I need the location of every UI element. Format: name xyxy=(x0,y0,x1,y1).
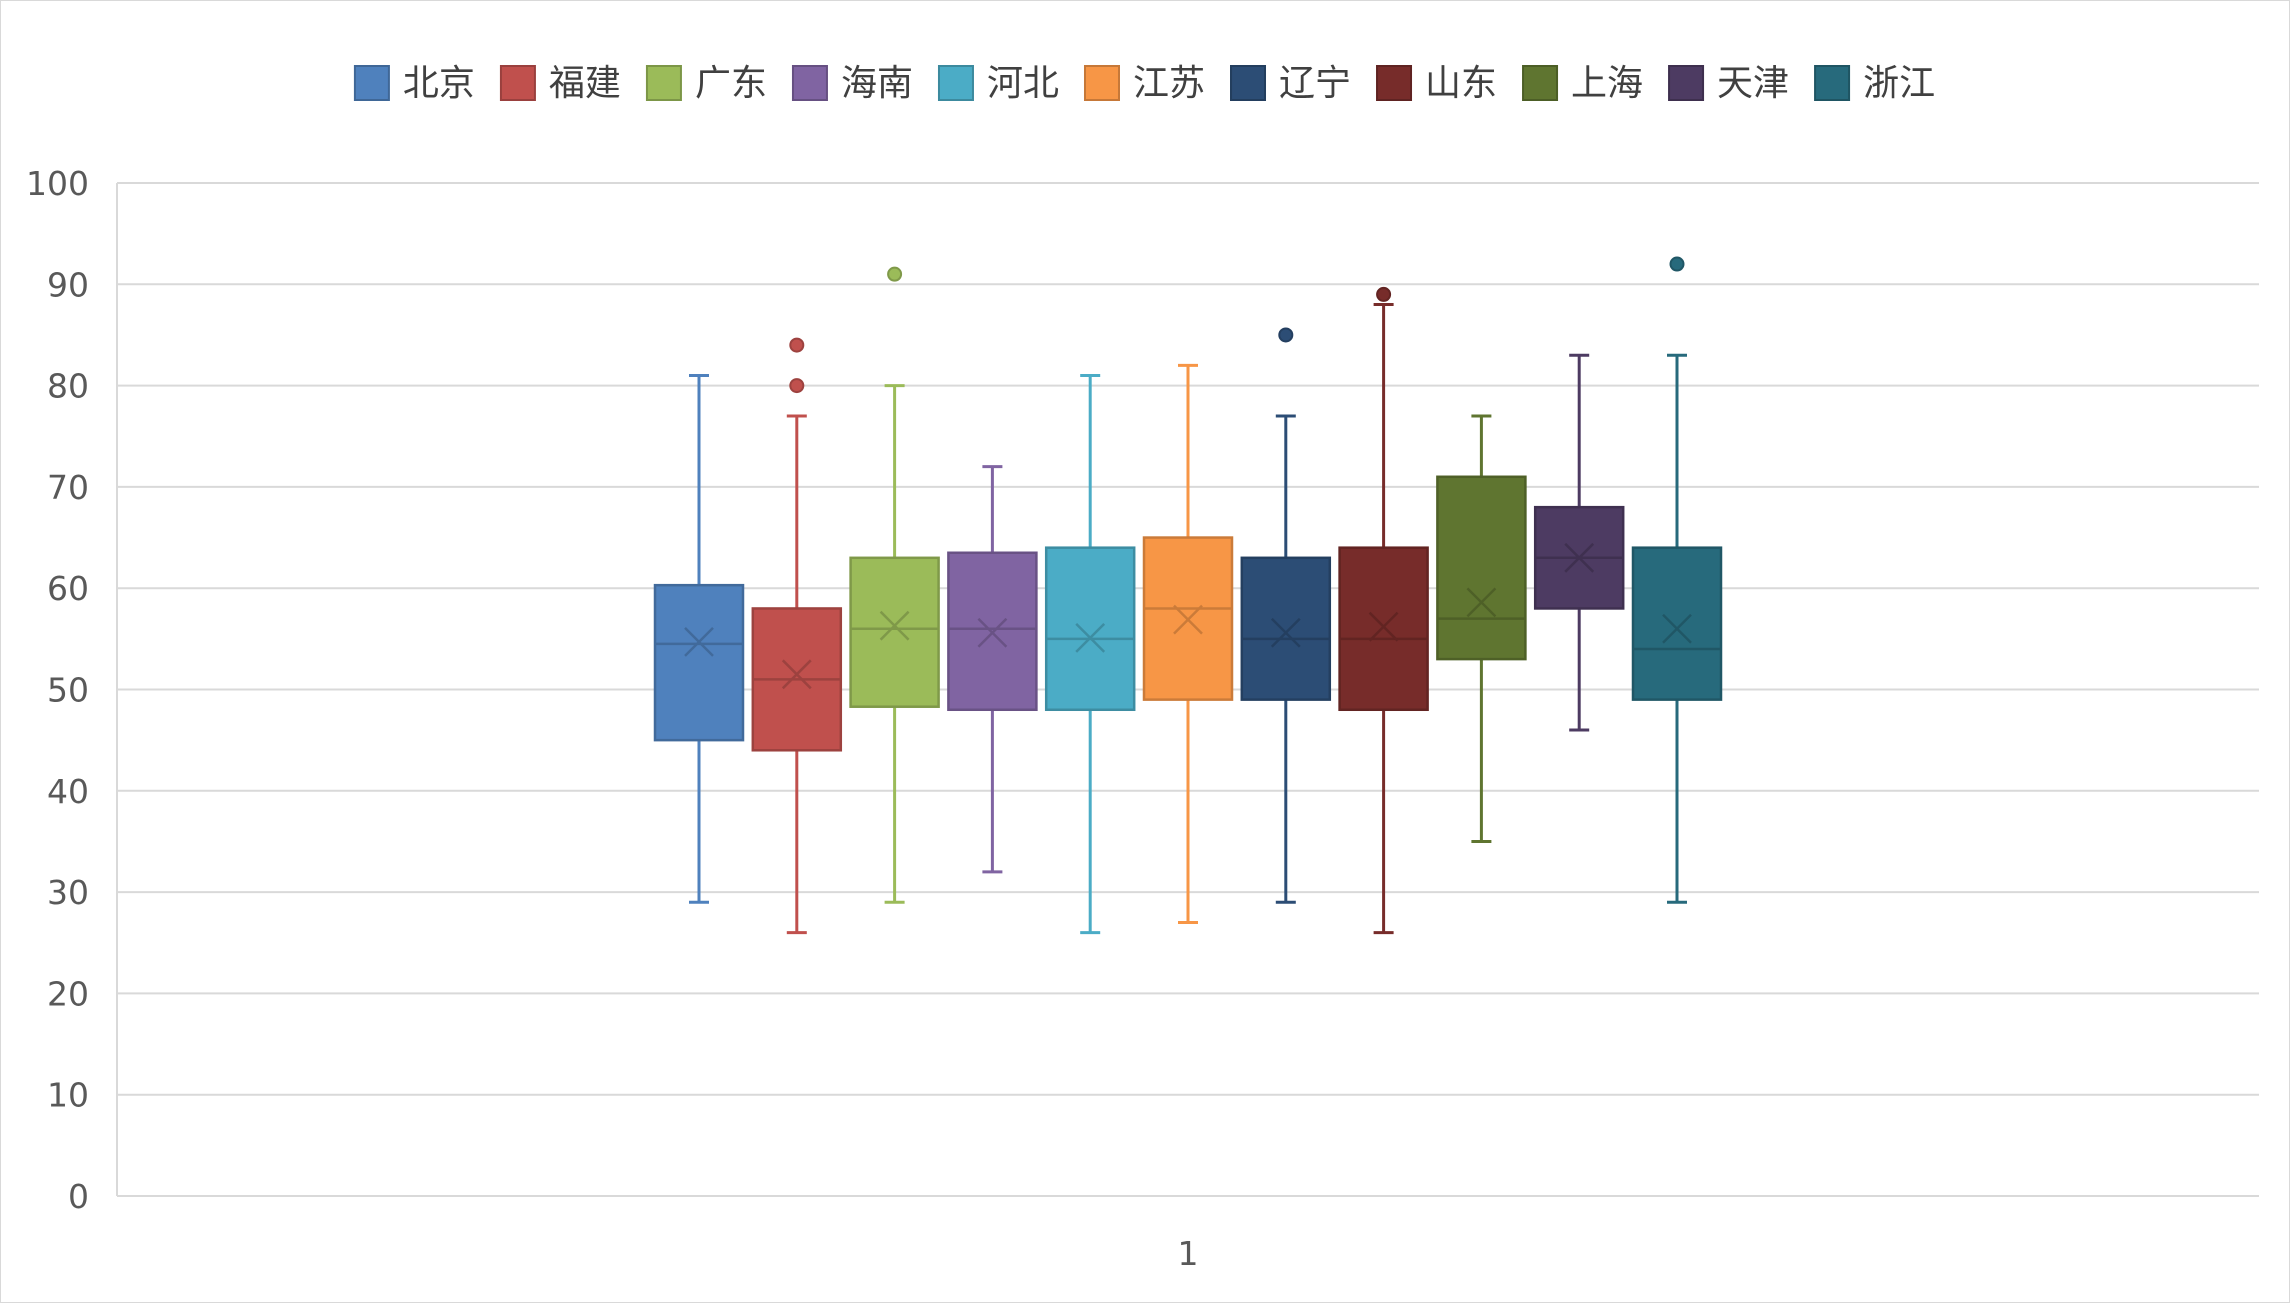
iqr-box xyxy=(653,583,745,742)
y-tick-label: 70 xyxy=(47,468,89,507)
mean-marker xyxy=(1368,611,1399,642)
legend-label: 天津 xyxy=(1717,63,1789,104)
y-tick-label: 90 xyxy=(47,265,89,304)
mean-marker xyxy=(1075,622,1106,653)
iqr-box xyxy=(1044,546,1136,712)
legend-swatch xyxy=(791,65,828,101)
mean-marker xyxy=(1173,604,1203,635)
y-tick-label: 10 xyxy=(47,1076,89,1115)
box-山东 xyxy=(1338,286,1429,935)
mean-marker xyxy=(977,617,1008,648)
y-tick-label: 60 xyxy=(47,569,89,608)
y-axis: 0 10 20 30 40 50 60 70 80 90 100 xyxy=(26,164,118,1216)
box-海南 xyxy=(947,465,1038,874)
mean-marker xyxy=(1270,617,1301,648)
outlier-point xyxy=(887,266,903,282)
iqr-box xyxy=(849,556,940,708)
legend-swatch xyxy=(645,65,682,101)
y-tick-label: 40 xyxy=(47,772,89,811)
y-tick-label: 80 xyxy=(47,367,89,406)
legend-label: 上海 xyxy=(1571,63,1643,104)
mean-marker xyxy=(1564,542,1595,573)
box-江苏 xyxy=(1142,363,1234,924)
legend-label: 广东 xyxy=(695,63,767,104)
legend-label: 海南 xyxy=(841,63,913,104)
iqr-box xyxy=(1436,475,1527,661)
box-福建 xyxy=(751,337,843,935)
y-tick-label: 20 xyxy=(47,974,89,1013)
mean-marker xyxy=(1662,613,1692,644)
outlier-point xyxy=(789,337,805,353)
outlier-point xyxy=(1669,256,1685,272)
box-辽宁 xyxy=(1240,327,1332,904)
legend-label: 福建 xyxy=(549,63,621,104)
legend-label: 辽宁 xyxy=(1279,63,1351,104)
box-天津 xyxy=(1533,353,1625,732)
legend-swatch xyxy=(499,65,536,101)
legend-label: 江苏 xyxy=(1133,63,1205,104)
legend-label: 浙江 xyxy=(1863,63,1935,104)
legend: 北京 福建 广东 海南 河北 江苏 辽宁 山东 上海 天津 浙江 xyxy=(353,63,1935,104)
y-tick-label: 50 xyxy=(47,671,89,710)
mean-marker xyxy=(684,627,714,657)
legend-swatch xyxy=(1668,65,1705,101)
iqr-box xyxy=(1142,536,1234,701)
legend-label: 北京 xyxy=(403,63,475,104)
y-tick-label: 100 xyxy=(26,164,89,203)
legend-swatch xyxy=(353,65,390,101)
legend-swatch xyxy=(1376,65,1413,101)
legend-swatch xyxy=(937,65,974,101)
x-category-label: 1 xyxy=(1178,1234,1199,1273)
box-广东 xyxy=(849,266,940,904)
legend-swatch xyxy=(1083,65,1120,101)
mean-marker xyxy=(879,610,910,641)
plot-area xyxy=(653,256,1723,935)
legend-swatch xyxy=(1522,65,1559,101)
outlier-point xyxy=(1278,327,1294,343)
box-河北 xyxy=(1044,373,1136,935)
box-浙江 xyxy=(1631,256,1723,904)
iqr-box xyxy=(1240,556,1332,701)
mean-marker xyxy=(1466,587,1497,618)
legend-swatch xyxy=(1814,65,1851,101)
box-上海 xyxy=(1436,414,1527,843)
legend-label: 河北 xyxy=(987,63,1059,104)
y-tick-label: 0 xyxy=(68,1177,89,1216)
mean-marker xyxy=(781,659,812,690)
outlier-point xyxy=(1376,286,1392,302)
y-tick-label: 30 xyxy=(47,873,89,912)
legend-label: 山东 xyxy=(1425,63,1497,104)
outlier-point xyxy=(789,378,805,394)
iqr-box xyxy=(1631,546,1723,701)
box-北京 xyxy=(653,373,745,904)
x-axis: 1 xyxy=(117,1195,2259,1273)
iqr-box xyxy=(1338,546,1429,712)
legend-swatch xyxy=(1230,65,1267,101)
